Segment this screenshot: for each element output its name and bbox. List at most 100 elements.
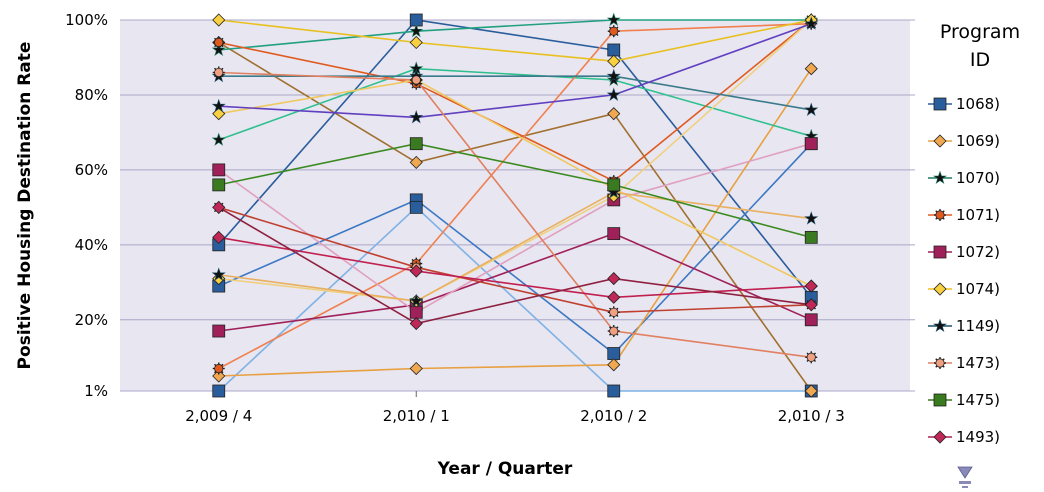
data-point-1069-0-2 — [607, 358, 621, 372]
legend-marker — [933, 430, 947, 444]
legend-label: 1149) — [956, 317, 1000, 335]
series-line-1493-1 — [218, 206, 812, 325]
data-point-1473-0-0 — [212, 66, 225, 79]
legend-item[interactable]: 1069) — [928, 132, 1000, 150]
legend-item[interactable]: 1473) — [928, 354, 1000, 372]
x-tick-label: 2,010 / 1 — [383, 407, 450, 425]
legend-marker — [934, 209, 946, 221]
data-point-1149-0-2 — [606, 68, 621, 83]
legend-label: 1493) — [956, 428, 1000, 446]
legend-label: 1473) — [956, 354, 1000, 372]
legend-label: 1475) — [956, 391, 1000, 409]
data-point-1475-0-0 — [212, 178, 226, 192]
data-point-1072-1-1 — [409, 305, 423, 319]
data-point-1074-0-2 — [607, 54, 621, 68]
series-line-1149-1 — [218, 22, 812, 119]
data-point-1493-1-3 — [804, 298, 818, 312]
data-point-1069-1-1 — [409, 155, 423, 169]
data-point-1068-2-0 — [212, 384, 226, 398]
data-point-1068-1-2 — [607, 347, 621, 360]
y-tick-label: 1% — [84, 382, 108, 400]
data-point-1074-0-0 — [212, 13, 226, 27]
legend-item[interactable]: 1149) — [928, 317, 1000, 335]
data-point-1070-0-2 — [606, 12, 621, 26]
legend-item[interactable]: 1072) — [928, 243, 1000, 261]
scroll-down-arrow-icon[interactable] — [957, 466, 973, 488]
series-line-1149-2 — [218, 191, 812, 302]
legend-item[interactable]: 1475) — [928, 391, 1000, 409]
series-line-1068-1 — [218, 143, 812, 355]
data-point-1473-1-2 — [607, 306, 620, 319]
data-point-1069-1-2 — [607, 107, 621, 121]
data-point-1493-1-1 — [409, 316, 423, 331]
legend-label: 1070) — [956, 169, 1000, 187]
legend-marker — [933, 393, 947, 407]
legend-marker — [932, 170, 948, 184]
x-tick-label: 2,009 / 4 — [185, 407, 252, 425]
data-point-1070-0-1 — [409, 23, 424, 38]
series-line-1071-0 — [218, 19, 812, 183]
y-tick-label: 60% — [75, 161, 108, 179]
legend-item[interactable]: 1068) — [928, 95, 1000, 113]
legend-marker — [933, 134, 947, 148]
x-tick-label: 2,010 / 2 — [580, 407, 647, 425]
legend-label: 1069) — [956, 132, 1000, 150]
x-tick-label: 2,010 / 3 — [778, 407, 845, 425]
legend: Program ID 1068) 1069) 1070) 1071) 1072) 1074… — [928, 21, 1020, 446]
data-point-1149-1-1 — [409, 110, 424, 124]
data-point-1473-0-3 — [805, 351, 818, 364]
legend-marker — [933, 97, 947, 111]
data-point-1072-1-0 — [212, 163, 226, 177]
data-point-1068-2-2 — [607, 384, 621, 398]
data-point-1069-0-1 — [409, 361, 423, 376]
data-point-1149-2-1 — [409, 293, 424, 308]
legend-marker — [933, 282, 947, 296]
legend-marker — [933, 245, 947, 259]
data-point-1149-1-3 — [804, 16, 819, 30]
legend-marker — [932, 318, 948, 332]
legend-item[interactable]: 1074) — [928, 280, 1000, 298]
series-line-1069-1 — [218, 41, 812, 392]
data-point-1475-0-3 — [804, 230, 818, 244]
y-tick-label: 80% — [75, 86, 108, 104]
legend-item[interactable]: 1071) — [928, 206, 1000, 224]
data-point-1149-2-3 — [804, 211, 819, 225]
series-line-1070-0 — [218, 19, 812, 51]
series-line-1473-0 — [218, 71, 812, 359]
data-point-1149-1-2 — [606, 87, 621, 101]
data-point-1071-0-0 — [212, 36, 225, 49]
data-point-1072-0-2 — [607, 227, 621, 241]
data-point-1493-0-3 — [804, 279, 818, 293]
y-axis-title: Positive Housing Destination Rate — [15, 42, 35, 370]
legend-label: 1074) — [956, 280, 1000, 298]
data-point-1068-2-1 — [409, 200, 423, 214]
data-point-1069-1-3 — [804, 384, 818, 398]
x-axis-ticks: 2,009 / 4 2,010 / 1 2,010 / 2 2,010 / 3 — [185, 391, 845, 425]
data-point-1072-0-3 — [804, 313, 818, 327]
data-point-1475-0-1 — [409, 137, 423, 151]
data-point-1072-0-0 — [212, 324, 226, 338]
legend-label: 1068) — [956, 95, 1000, 113]
legend-title-line-2: ID — [970, 49, 990, 71]
data-point-1069-0-3 — [804, 62, 818, 76]
data-point-1071-1-0 — [212, 362, 225, 375]
data-point-1493-0-2 — [607, 290, 621, 304]
series-line-1068-2 — [218, 206, 812, 392]
data-point-1072-1-3 — [804, 137, 818, 151]
data-point-1475-0-2 — [607, 178, 621, 192]
data-point-1493-0-0 — [212, 230, 226, 244]
legend-item[interactable]: 1070) — [928, 169, 1000, 187]
legend-title-line-1: Program — [940, 21, 1020, 43]
series-line-1072-0 — [218, 232, 812, 332]
series-line-1074-1 — [218, 79, 812, 287]
series-lines — [218, 19, 812, 392]
y-tick-label: 100% — [65, 11, 108, 29]
y-axis-ticks: 1% 20% 40% 60% 80% 100% — [65, 11, 108, 400]
x-axis-title: Year / Quarter — [437, 459, 573, 479]
y-tick-label: 20% — [75, 311, 108, 329]
data-point-1149-2-0 — [211, 267, 226, 281]
data-point-1070-1-2 — [606, 72, 621, 86]
series-line-1473-1 — [218, 206, 812, 314]
legend-item[interactable]: 1493) — [928, 428, 1000, 446]
